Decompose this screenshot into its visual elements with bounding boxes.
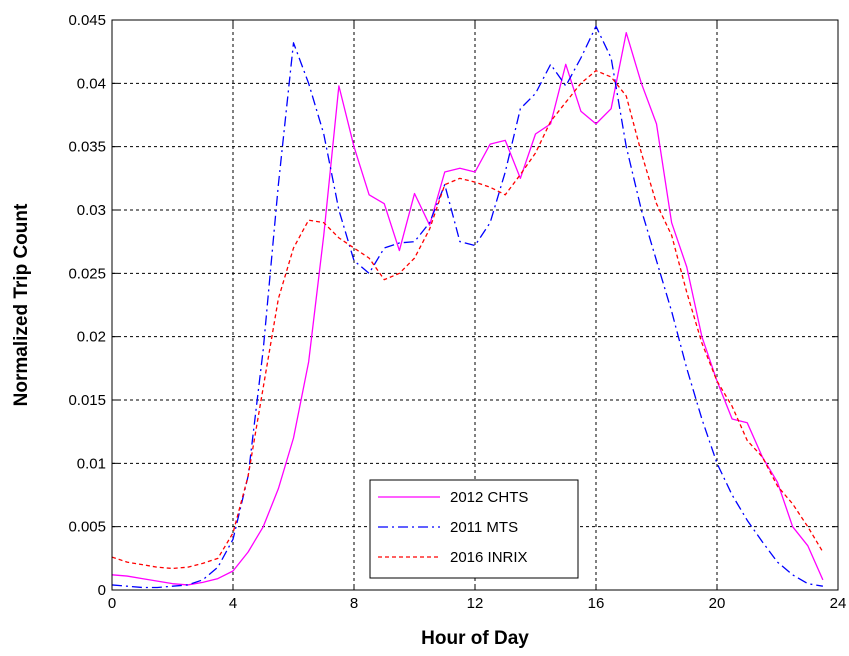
y-tick-label: 0.005 [68, 519, 106, 536]
legend-label: 2012 CHTS [450, 489, 528, 506]
legend-label: 2011 MTS [450, 519, 518, 536]
legend-label: 2016 INRIX [450, 549, 528, 566]
x-axis-label: Hour of Day [421, 628, 529, 649]
y-tick-label: 0.03 [77, 202, 106, 219]
x-tick-label: 0 [108, 595, 116, 612]
y-tick-label: 0.04 [77, 75, 106, 92]
y-tick-label: 0.01 [77, 455, 106, 472]
y-tick-label: 0 [98, 582, 106, 599]
y-tick-label: 0.02 [77, 329, 106, 346]
y-tick-label: 0.035 [68, 139, 106, 156]
grid [112, 20, 838, 590]
x-tick-label: 20 [709, 595, 726, 612]
y-axis-label: Normalized Trip Count [11, 203, 32, 406]
x-tick-label: 12 [467, 595, 484, 612]
series-line-2016-inrix [111, 70, 824, 570]
y-tick-label: 0.025 [68, 265, 106, 282]
x-tick-label: 8 [350, 595, 358, 612]
legend: 2012 CHTS 2011 MTS 2016 INRIX [369, 479, 579, 579]
tick-marks [111, 19, 839, 591]
tick-labels: 0 4 8 12 16 20 24 0 0.005 0.01 0.015 0.02 0.025 0.03 0… [68, 12, 846, 612]
x-tick-label: 4 [229, 595, 237, 612]
series-line-2012-chts [111, 32, 824, 586]
series-line-2011-mts [111, 25, 823, 589]
x-tick-label: 16 [588, 595, 605, 612]
legend-box [369, 479, 579, 579]
series-group [111, 25, 824, 589]
y-tick-label: 0.015 [68, 392, 106, 409]
y-tick-label: 0.045 [68, 12, 106, 29]
x-tick-label: 24 [830, 595, 847, 612]
